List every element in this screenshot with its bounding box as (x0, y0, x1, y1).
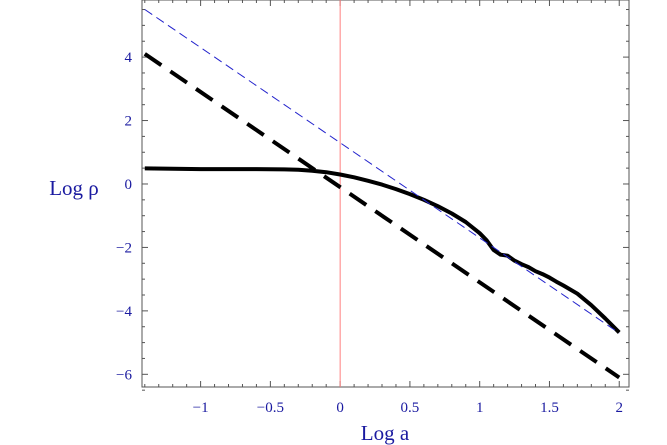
y-tick-label: −2 (116, 240, 132, 256)
x-tick-label: −0.5 (257, 400, 284, 416)
x-tick-label: 1 (476, 400, 484, 416)
x-tick-label: 2 (615, 400, 623, 416)
series-line-solid-thick (144, 166, 621, 334)
x-axis-title: Log a (361, 421, 410, 445)
x-tick-label: 0.5 (401, 400, 420, 416)
y-tick-label: −6 (116, 367, 132, 383)
series-line-dashed-thin (144, 9, 620, 334)
x-tick-label: 1.5 (540, 400, 559, 416)
x-tick-label: 0 (336, 400, 344, 416)
y-tick-label: 4 (125, 50, 133, 66)
x-tick-label: −1 (193, 400, 209, 416)
y-tick-label: 2 (125, 114, 133, 130)
plot-frame (141, 0, 630, 388)
y-tick-label: −4 (116, 304, 132, 320)
y-tick-label: 0 (125, 177, 133, 193)
series-line-dashed-thick (143, 52, 621, 380)
y-axis-title: Log ρ (49, 176, 99, 200)
